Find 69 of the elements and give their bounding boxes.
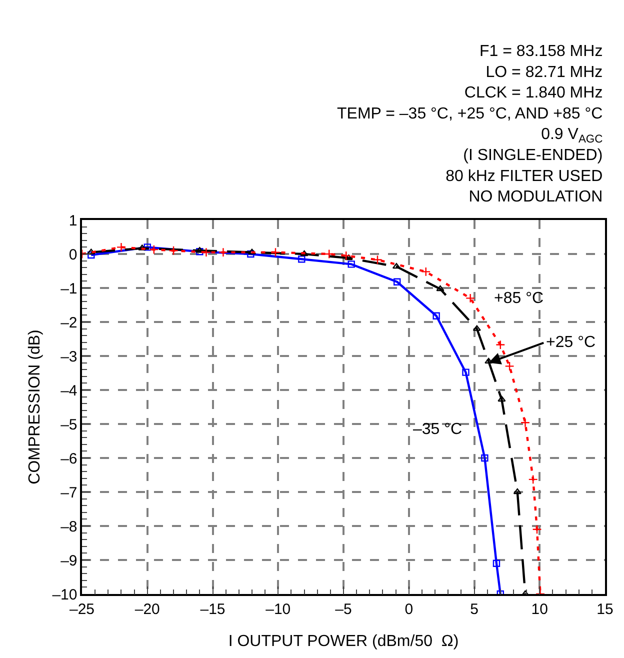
x-tick-label: –5	[335, 600, 352, 618]
text: TEMP = –35 °C, +25 °C, AND +85 °C	[337, 105, 603, 122]
point	[344, 254, 353, 260]
y-tick-label: –7	[60, 484, 78, 502]
x-tick-label: 0	[404, 600, 414, 618]
y-tick-label: –9	[60, 552, 78, 570]
y-axis-title: COMPRESSION (dB)	[26, 330, 44, 484]
x-tick-label: 10	[531, 600, 548, 618]
text: CLCK = 1.840 MHz	[464, 84, 603, 102]
point	[492, 560, 500, 567]
x-tick-label: –25	[69, 600, 95, 618]
point	[484, 358, 493, 364]
text: F1 = 83.158 MHz	[480, 43, 603, 60]
text: 0.9 V$_{AGC}$	[541, 126, 603, 146]
annotation: +25 °C	[546, 334, 596, 351]
y-tick-label: 1	[68, 212, 78, 230]
annotation: –35 °C	[413, 421, 462, 438]
x-tick-label: –10	[266, 600, 291, 618]
text: LO = 82.71 MHz	[486, 64, 603, 81]
y-tick-label: 0	[68, 246, 78, 264]
y-tick-label: –8	[60, 518, 78, 536]
point	[138, 244, 146, 250]
y-tick-label: –4	[60, 382, 78, 400]
x-axis-title: I OUTPUT POWER (dBm/50 Ω)	[228, 632, 459, 650]
point	[481, 454, 488, 462]
point	[421, 266, 431, 276]
point	[532, 524, 542, 534]
point	[513, 488, 522, 494]
point	[472, 325, 481, 331]
point	[247, 250, 254, 258]
x-tick-label: –15	[200, 600, 226, 618]
point	[432, 312, 440, 320]
text: NO MODULATION	[468, 188, 603, 206]
y-tick-label: –3	[60, 348, 78, 366]
text: (I SINGLE-ENDED)	[463, 147, 603, 164]
point	[496, 340, 506, 350]
point	[372, 254, 382, 265]
point	[462, 368, 470, 376]
text: 80 kHz FILTER USED	[446, 168, 603, 185]
point	[87, 248, 96, 254]
point	[324, 249, 334, 259]
point	[348, 260, 355, 268]
y-tick-label: –2	[60, 314, 78, 332]
point	[300, 250, 308, 256]
y-tick-label: –10	[52, 586, 78, 604]
y-tick-label: –6	[60, 450, 78, 468]
point	[144, 244, 151, 251]
point	[168, 246, 178, 256]
point	[436, 285, 444, 292]
point	[466, 293, 476, 303]
y-tick-label: –5	[60, 416, 78, 434]
point	[392, 262, 401, 269]
point	[270, 248, 280, 258]
point	[520, 418, 530, 428]
point	[504, 361, 514, 371]
point	[528, 474, 538, 484]
point	[116, 242, 126, 252]
point	[498, 396, 506, 402]
point	[218, 248, 228, 258]
point	[196, 248, 204, 256]
annotation: +85 °C	[494, 290, 544, 307]
x-tick-label: 5	[470, 600, 478, 618]
point	[341, 250, 351, 260]
point	[298, 256, 306, 263]
point	[394, 278, 401, 286]
x-tick-label: 15	[596, 600, 614, 618]
x-tick-label: –20	[134, 600, 160, 618]
point	[149, 244, 159, 254]
y-tick-label: –1	[60, 280, 78, 298]
